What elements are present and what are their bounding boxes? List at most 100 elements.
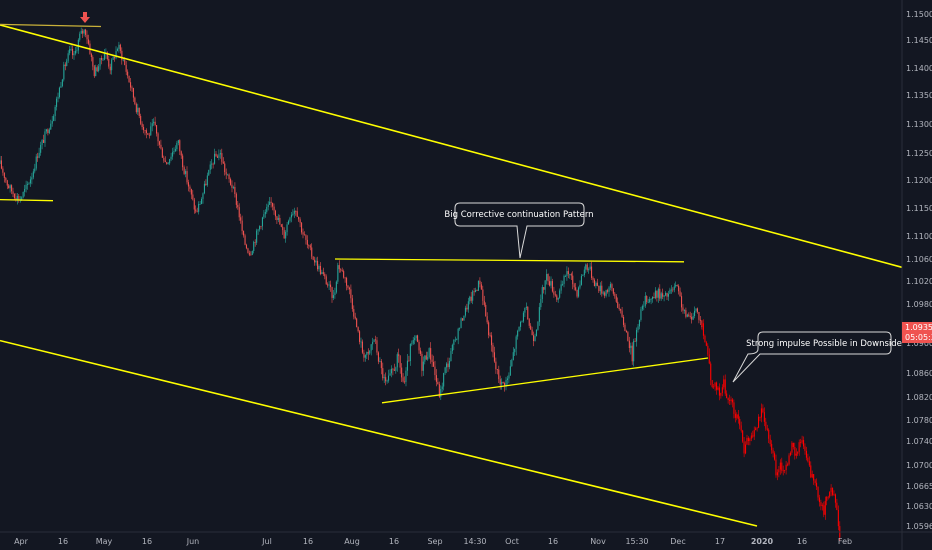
candle-body <box>315 260 317 263</box>
candle-body <box>266 207 268 212</box>
candle-body <box>86 34 88 40</box>
candle-body <box>701 323 703 326</box>
candle-body <box>509 366 511 376</box>
candle-body <box>466 307 468 310</box>
candle-body <box>804 446 806 451</box>
candle-body <box>131 87 133 89</box>
candle-body <box>402 377 404 382</box>
candle-body <box>676 285 678 286</box>
candle-body <box>800 442 802 443</box>
candle-body <box>652 297 654 299</box>
candle-body <box>495 361 497 370</box>
candle-body <box>57 97 59 99</box>
candle-body <box>560 284 562 291</box>
candle-body <box>551 281 553 292</box>
candle-body <box>145 130 147 134</box>
candle-body <box>230 179 232 185</box>
y-tick-label: 1.10200 <box>906 277 932 286</box>
candle-body <box>259 226 261 230</box>
candle-body <box>80 30 82 34</box>
candle-body <box>776 472 778 476</box>
candle-body <box>12 191 14 194</box>
candle-body <box>421 353 423 371</box>
candle-body <box>319 266 321 275</box>
trendline-5[interactable] <box>334 258 685 263</box>
candle-body <box>377 352 379 362</box>
candle-body <box>40 145 42 153</box>
candle-body <box>43 140 45 143</box>
candle-body <box>408 360 410 362</box>
candle-body <box>612 288 614 294</box>
candle-body <box>390 368 392 374</box>
candle-body <box>69 49 71 54</box>
candle-body <box>412 340 414 344</box>
candle-body <box>596 282 598 286</box>
candle-body <box>103 54 105 60</box>
time-axis[interactable]: Apr 16 May 16 Jun Jul 16 Aug 16 Sep 14:30 Oct 16 Nov 1… <box>0 531 932 546</box>
candle-body <box>292 213 294 215</box>
candle-body <box>598 285 600 292</box>
candle-body <box>395 367 397 371</box>
candle-body <box>430 348 432 360</box>
candle-body <box>72 48 74 56</box>
y-tick-label: 1.12500 <box>906 149 932 158</box>
candle-body <box>296 211 298 217</box>
candle-body <box>95 67 97 77</box>
down-arrow-icon <box>80 12 90 23</box>
candle-body <box>215 153 217 157</box>
candle-body <box>807 457 809 462</box>
candle-body <box>328 284 330 286</box>
candle-body <box>248 252 250 255</box>
y-tick-label: 1.13000 <box>906 120 932 129</box>
candle-body <box>331 287 333 298</box>
candle-body <box>704 335 706 343</box>
candle-body <box>289 217 291 221</box>
candle-body <box>427 357 429 360</box>
candle-body <box>119 44 121 51</box>
price-axis[interactable]: 1.15000 1.14500 1.14000 1.13500 1.13000 1.125… <box>901 0 932 550</box>
candle-body <box>541 287 543 299</box>
trendline-2[interactable] <box>0 339 758 527</box>
candle-body <box>50 123 52 130</box>
candle-body <box>788 455 790 465</box>
candle-body <box>176 142 178 150</box>
candle-body <box>730 399 732 401</box>
candle-body <box>174 149 176 151</box>
candle-body <box>93 66 95 77</box>
callout-impulse[interactable]: Strong impulse Possible in Downside <box>732 331 902 383</box>
candle-body <box>267 204 269 207</box>
candle-body <box>475 290 477 293</box>
candle-body <box>244 235 246 245</box>
candle-body <box>130 82 132 88</box>
trendline-6[interactable] <box>381 357 709 404</box>
candle-body <box>437 381 439 385</box>
candle-body <box>737 414 739 419</box>
candle-body <box>464 307 466 316</box>
candle-body <box>35 156 37 169</box>
candle-body <box>224 163 226 172</box>
candle-body <box>18 196 20 201</box>
trendline-1[interactable] <box>0 24 903 269</box>
candle-body <box>53 116 55 121</box>
candle-body <box>212 163 214 165</box>
plot-area[interactable] <box>0 27 841 541</box>
candle-body <box>428 348 430 357</box>
trendline-4[interactable] <box>0 198 54 202</box>
candle-body <box>660 293 662 299</box>
candle-body <box>243 230 245 236</box>
candle-body <box>686 314 688 317</box>
trendline-3[interactable] <box>0 23 102 28</box>
candle-body <box>102 59 104 61</box>
candle-body <box>820 502 822 506</box>
callout-corrective-pattern-label: Big Corrective continuation Pattern <box>444 210 593 220</box>
candle-body <box>488 322 490 336</box>
callout-impulse-label: Strong impulse Possible in Downside <box>746 339 902 349</box>
candle-body <box>447 363 449 368</box>
candle-body <box>366 351 368 356</box>
candle-body <box>389 373 391 376</box>
candle-body <box>272 202 274 207</box>
x-tick-label: Dec <box>670 537 685 546</box>
callout-corrective-pattern[interactable]: Big Corrective continuation Pattern <box>444 202 594 259</box>
